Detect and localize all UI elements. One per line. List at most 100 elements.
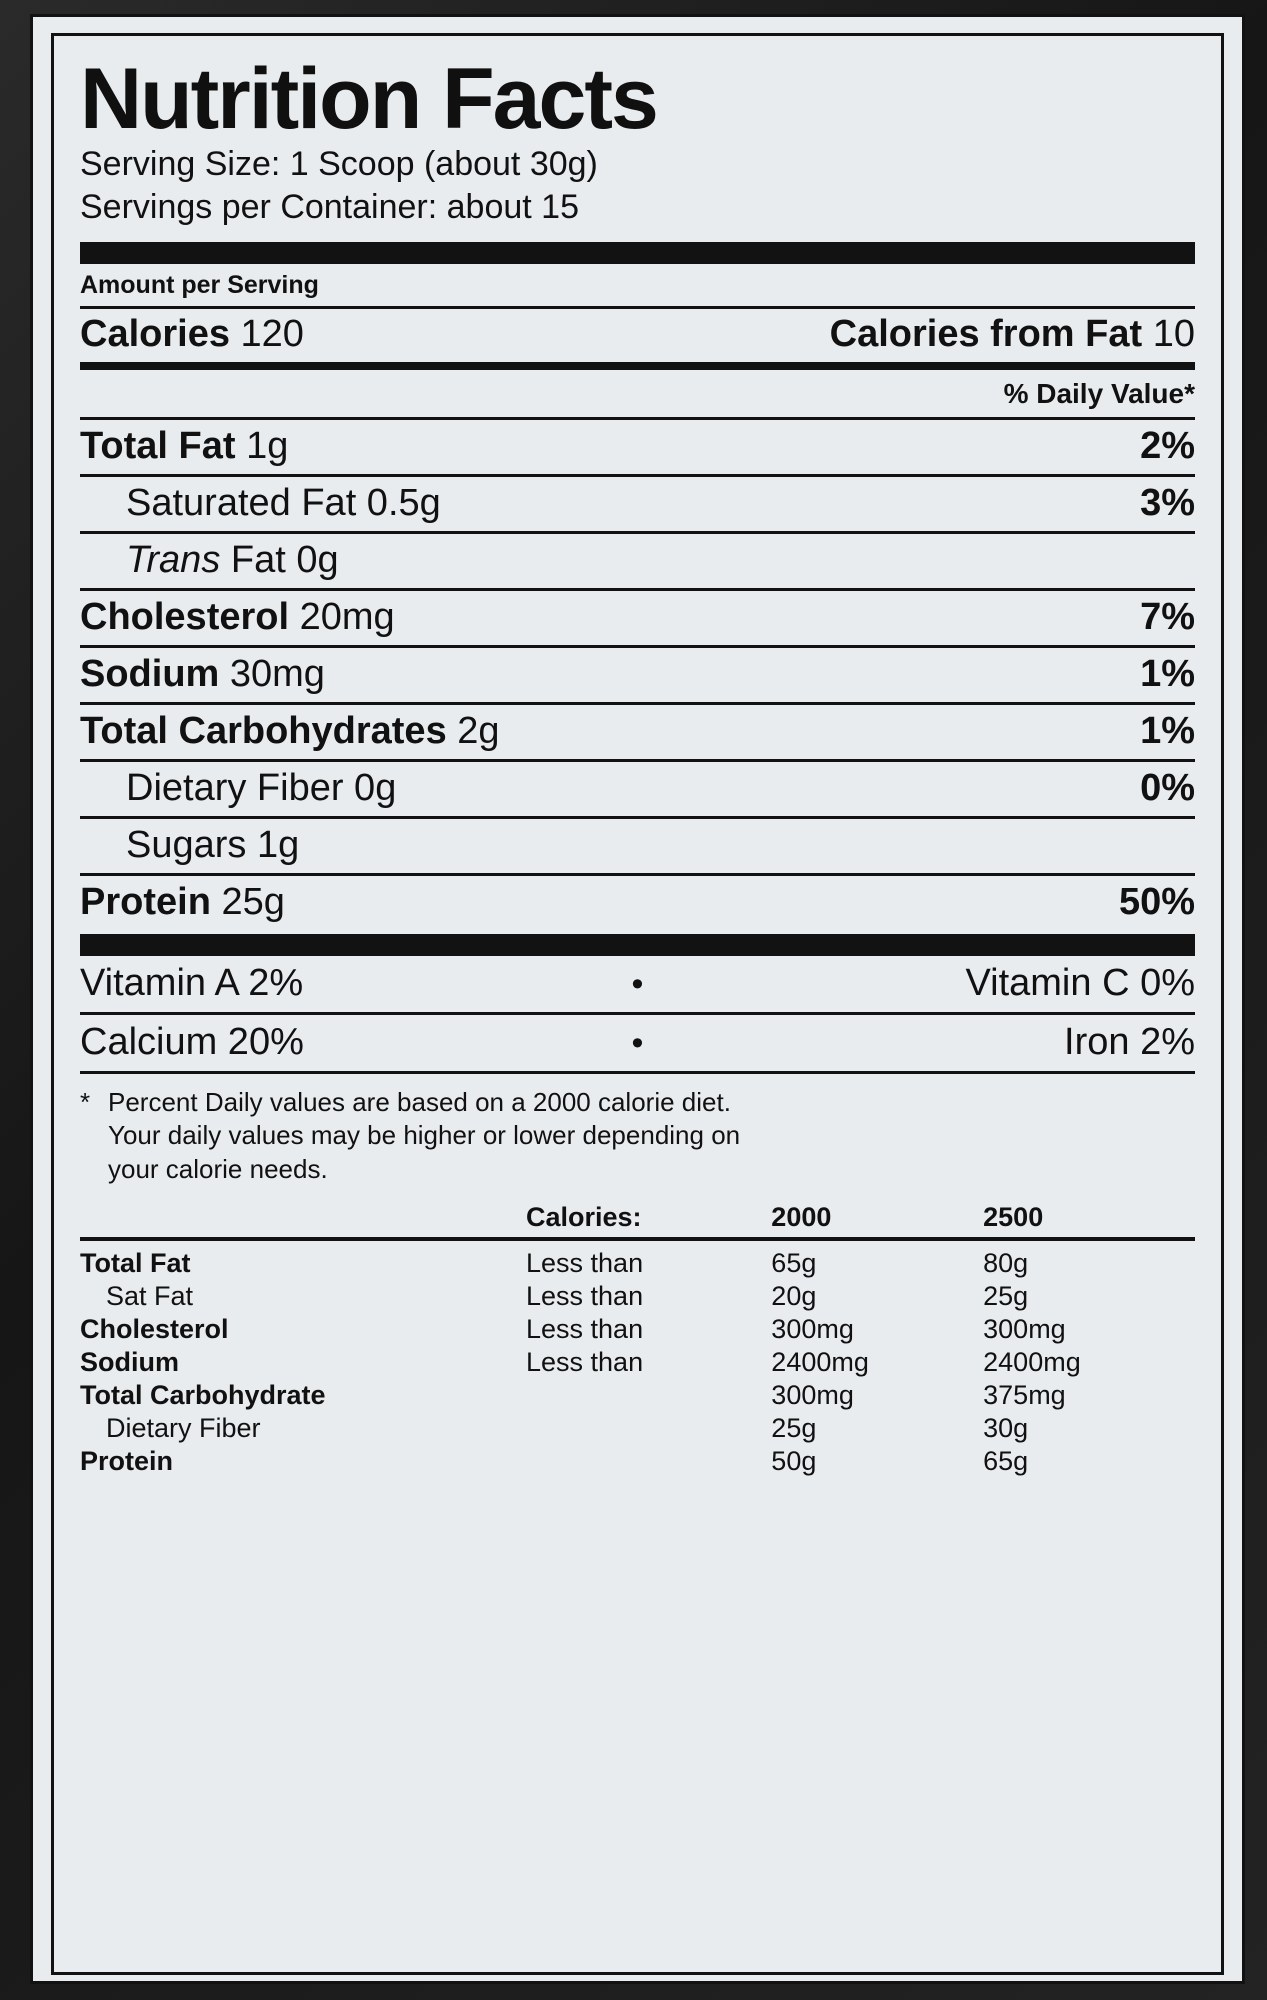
nutrient-name: Sodium 30mg [80,653,325,696]
nutrient-name: Total Fat 1g [80,425,288,468]
divider-below-calories [80,361,1195,370]
table-row: Total Carbohydrate 300mg 375mg [80,1379,1195,1412]
nutrient-row: Total Carbohydrates 2g 1% [80,705,1195,759]
divider-thick-top [80,241,1195,264]
dv-row-name: Total Carbohydrate [80,1379,326,1410]
nutrient-amount: 25g [210,880,285,923]
nutrient-name-text: Sodium [80,652,220,695]
vitamin-row: Vitamin A 2% • Vitamin C 0% [80,956,1195,1012]
dv-th-2500: 2500 [983,1201,1044,1232]
nutrient-row: Cholesterol 20mg 7% [80,591,1195,645]
nutrient-row: Protein 25g 50% [80,876,1195,930]
table-row: Dietary Fiber 25g 30g [80,1412,1195,1445]
calories-value: 120 [240,312,304,355]
footnote-line-1: Percent Daily values are based on a 2000… [108,1086,731,1117]
footnote-line-3: your calorie needs. [108,1154,328,1185]
nutrient-daily-value: 0% [1140,766,1195,809]
nutrient-amount: 20mg [289,595,395,638]
calories-label: Calories [80,312,230,355]
table-row: Protein 50g 65g [80,1445,1195,1478]
nutrient-name: Dietary Fiber 0g [80,767,396,810]
nutrient-name: Sugars 1g [80,824,299,867]
nutrient-list: Total Fat 1g 2% Saturated Fat 0.5g 3% Trans … [80,420,1195,930]
nutrient-name: Protein 25g [80,881,285,924]
divider-between-nutrients [80,473,1195,477]
nutrient-daily-value: 50% [1118,880,1195,923]
nutrient-amount: 2g [446,709,500,752]
nutrient-name: Cholesterol 20mg [80,596,395,639]
vitamin-left-entry: Vitamin A 2% [80,961,304,1004]
table-row: Sat Fat Less than 20g 25g [80,1280,1195,1313]
table-row: Cholesterol Less than 300mg 300mg [80,1313,1195,1346]
calories-from-fat-right: Calories from Fat 10 [830,313,1195,356]
nutrient-name-text: Dietary Fiber [126,766,344,809]
dv-row-value-2000: 2400mg [771,1346,869,1377]
nutrient-row: Saturated Fat 0.5g 3% [80,477,1195,531]
dv-row-less-than: Less than [526,1247,644,1278]
dv-row-value-2500: 80g [983,1247,1029,1278]
nutrient-name-text: Trans [126,538,221,581]
divider-thick-below-protein [80,933,1195,956]
nutrient-name: Total Carbohydrates 2g [80,710,500,753]
calories-from-fat-label: Calories from Fat [829,312,1143,355]
dv-row-less-than [526,1412,771,1445]
dv-row-value-2000: 25g [771,1412,817,1443]
nutrition-label-inner-frame: Nutrition Facts Serving Size: 1 Scoop (a… [51,33,1224,1975]
dv-row-value-2500: 65g [983,1445,1029,1476]
nutrient-row: Total Fat 1g 2% [80,420,1195,474]
bullet-separator-icon: • [631,964,644,1003]
footnote-line-2: Your daily values may be higher or lower… [108,1120,741,1151]
dv-row-value-2500: 2400mg [983,1346,1081,1377]
dv-row-value-2500: 30g [983,1412,1029,1443]
bullet-separator-icon: • [631,1023,644,1062]
vitamin-right-entry: Vitamin C 0% [965,961,1195,1004]
nutrient-name-text: Total Fat [80,424,236,467]
daily-values-table-wrap: Calories: 2000 2500 Total Fat Less than 65… [80,1191,1195,1478]
nutrient-name-text: Total Carbohydrates [80,709,447,752]
divider-above-calories [80,305,1195,309]
nutrient-amount: 1g [235,424,289,467]
servings-per-container-text: Servings per Container: about 15 [80,188,579,227]
divider-between-nutrients [80,758,1195,762]
dv-row-value-2500: 300mg [983,1313,1066,1344]
dv-row-value-2000: 50g [771,1445,817,1476]
table-row: Total Fat Less than 65g 80g [80,1247,1195,1280]
divider-between-nutrients [80,872,1195,876]
dv-row-name: Dietary Fiber [106,1412,261,1443]
nutrient-name-text: Cholesterol [80,595,290,638]
divider-between-nutrients [80,530,1195,534]
dv-row-value-2500: 375mg [983,1379,1066,1410]
footnote-block: * Percent Daily values are based on a 20… [80,1074,1195,1191]
divider-below-table-header [80,1236,1195,1241]
calories-row: Calories 120 Calories from Fat 10 [80,309,1195,362]
nutrient-row: Trans Fat 0g [80,534,1195,588]
table-row: Sodium Less than 2400mg 2400mg [80,1346,1195,1379]
page-title: Nutrition Facts [80,51,659,147]
dv-row-name: Sodium [80,1346,179,1377]
nutrient-amount: 0g [343,766,397,809]
calories-left: Calories 120 [80,313,304,356]
nutrient-name-text: Protein [80,880,211,923]
dv-row-value-2000: 65g [771,1247,817,1278]
nutrient-amount: 30mg [219,652,325,695]
dv-th-name [80,1201,526,1237]
dv-th-calories: Calories: [526,1201,642,1232]
dv-row-name: Sat Fat [106,1280,194,1311]
divider-below-dv-header [80,416,1195,420]
nutrient-row: Dietary Fiber 0g 0% [80,762,1195,816]
daily-value-header: % Daily Value* [1003,377,1195,409]
dv-row-less-than: Less than [526,1346,644,1377]
vitamin-left-entry: Calcium 20% [80,1020,304,1063]
dv-row-less-than: Less than [526,1280,644,1311]
amount-per-serving-label: Amount per Serving [80,270,319,299]
footnote-text: Percent Daily values are based on a 2000… [108,1086,1195,1187]
vitamin-list: Vitamin A 2% • Vitamin C 0% Calcium 20% • Iro… [80,956,1195,1071]
vitamin-right-entry: Iron 2% [1064,1020,1195,1063]
nutrition-label-panel: Nutrition Facts Serving Size: 1 Scoop (a… [30,14,1245,1984]
nutrient-daily-value: 7% [1140,595,1195,638]
nutrient-daily-value: 2% [1140,424,1195,467]
divider-below-vitamins [80,1070,1195,1074]
serving-size-text: Serving Size: 1 Scoop (about 30g) [80,144,598,183]
dv-row-value-2000: 300mg [771,1313,854,1344]
nutrient-name-text: Saturated Fat [126,481,357,524]
